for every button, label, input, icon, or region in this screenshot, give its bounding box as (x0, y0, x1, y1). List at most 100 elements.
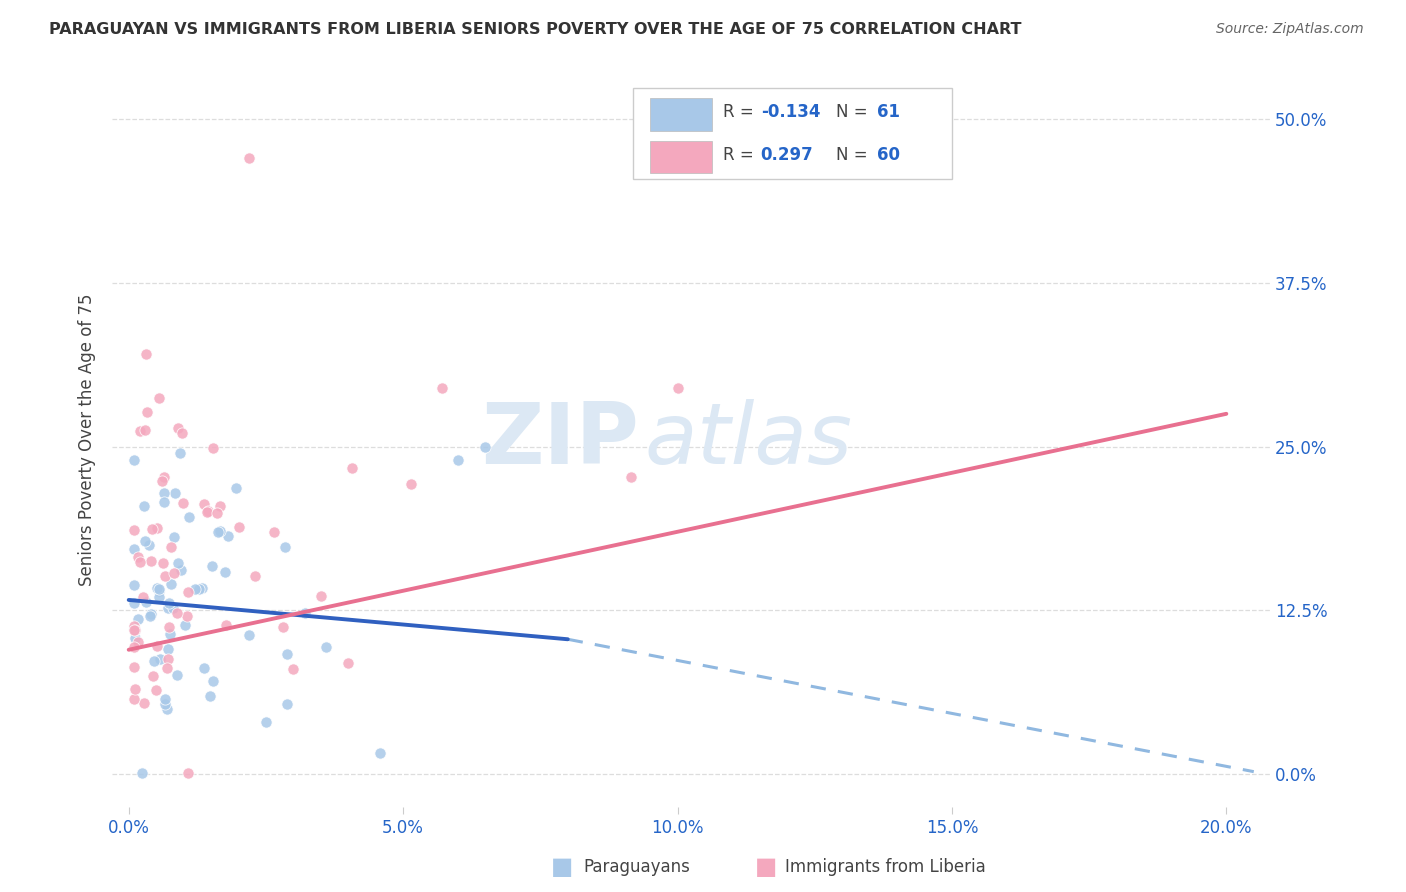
Point (225, 482, 247, 496)
Point (124, 632, 146, 646)
Point (294, 606, 316, 620)
Point (157, 600, 180, 615)
Point (139, 609, 162, 624)
Point (122, 623, 145, 637)
Point (122, 692, 145, 706)
Point (159, 627, 181, 641)
Point (167, 421, 190, 435)
Point (122, 660, 145, 674)
Point (254, 714, 277, 729)
Point (214, 566, 236, 580)
Point (198, 689, 221, 703)
Text: R =: R = (723, 103, 758, 121)
Point (153, 697, 176, 711)
Point (276, 697, 298, 711)
FancyBboxPatch shape (650, 141, 711, 173)
Point (142, 654, 165, 668)
Point (153, 495, 176, 509)
Point (122, 623, 145, 637)
Text: Paraguayans: Paraguayans (583, 858, 690, 876)
Point (217, 529, 239, 543)
Point (122, 542, 145, 557)
Point (172, 496, 194, 510)
Text: -0.134: -0.134 (761, 103, 820, 121)
Point (134, 533, 156, 548)
Text: N =: N = (837, 103, 873, 121)
Point (149, 652, 172, 666)
Point (148, 584, 170, 599)
Point (128, 425, 150, 439)
Point (141, 522, 163, 536)
Point (135, 595, 157, 609)
Text: R =: R = (723, 145, 758, 163)
Point (188, 582, 211, 596)
Point (274, 541, 297, 555)
Point (195, 504, 218, 518)
Point (619, 470, 641, 484)
Point (193, 497, 215, 511)
Point (163, 566, 186, 581)
Point (157, 642, 180, 657)
Point (368, 746, 391, 760)
Point (474, 440, 496, 454)
Point (166, 607, 188, 621)
Point (155, 691, 177, 706)
Point (207, 506, 229, 520)
Point (177, 766, 200, 780)
Point (145, 683, 167, 698)
Y-axis label: Seniors Poverty Over the Age of 75: Seniors Poverty Over the Age of 75 (79, 293, 96, 586)
Point (177, 584, 200, 599)
Point (160, 576, 183, 591)
Point (163, 530, 186, 544)
Text: Immigrants from Liberia: Immigrants from Liberia (785, 858, 986, 876)
Point (148, 391, 170, 405)
Point (127, 634, 149, 648)
Point (127, 612, 149, 626)
Point (170, 563, 193, 577)
Point (138, 538, 160, 552)
Point (162, 600, 184, 615)
Point (139, 607, 162, 622)
Point (157, 652, 180, 666)
Point (150, 475, 173, 489)
Point (152, 469, 174, 483)
Point (263, 524, 285, 539)
Point (163, 485, 186, 500)
Text: atlas: atlas (645, 399, 853, 482)
Point (157, 596, 180, 610)
Point (127, 549, 149, 564)
Point (134, 423, 156, 437)
Point (159, 540, 181, 554)
Point (399, 476, 422, 491)
Point (447, 452, 470, 467)
Point (190, 581, 212, 595)
Point (152, 556, 174, 570)
Point (179, 509, 201, 524)
Point (197, 504, 219, 518)
Point (209, 524, 232, 538)
Point (132, 590, 155, 604)
Point (122, 523, 145, 537)
Point (166, 667, 188, 681)
Point (201, 442, 224, 456)
Point (146, 581, 169, 595)
Point (166, 557, 188, 571)
Point (193, 661, 215, 675)
Point (173, 618, 195, 632)
Point (145, 521, 167, 535)
Point (666, 381, 689, 395)
Point (131, 766, 153, 780)
Point (153, 569, 176, 583)
FancyBboxPatch shape (633, 87, 952, 179)
Point (148, 582, 170, 596)
Point (142, 669, 165, 683)
Point (271, 620, 294, 634)
Point (340, 461, 363, 475)
Point (337, 656, 360, 670)
Point (283, 662, 305, 676)
Point (132, 697, 155, 711)
Point (243, 569, 266, 583)
Point (122, 640, 145, 655)
Point (122, 596, 145, 610)
Text: 0.297: 0.297 (761, 145, 814, 163)
